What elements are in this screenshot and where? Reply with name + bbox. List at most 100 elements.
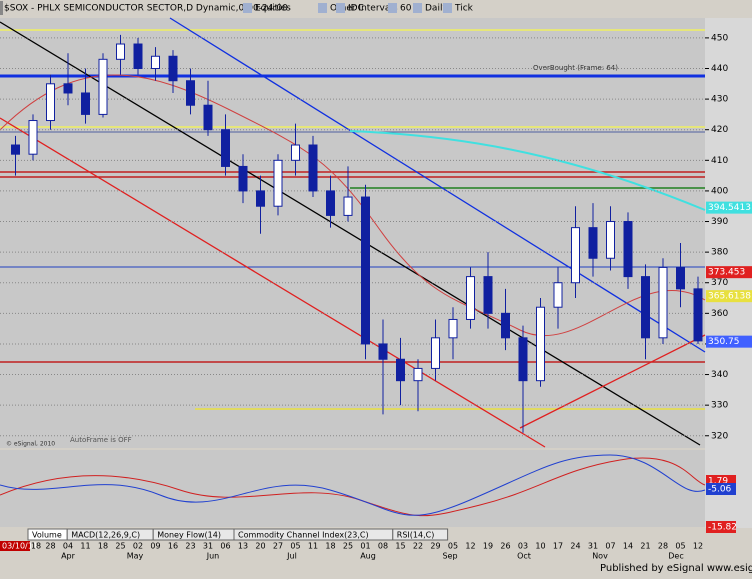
x-tick-label: 16 bbox=[168, 542, 178, 551]
symbol-title: $SOX - PHLX SEMICONDUCTOR SECTOR,D Dynam… bbox=[4, 4, 288, 14]
toolbar bbox=[0, 0, 752, 17]
x-tick-label: 23 bbox=[185, 542, 195, 551]
x-tick-label: 17 bbox=[553, 542, 563, 551]
candle-body bbox=[11, 144, 20, 155]
x-tick-label: 05 bbox=[448, 542, 458, 551]
toolbar-item[interactable]: 60 bbox=[400, 4, 412, 14]
month-label: Oct bbox=[517, 552, 531, 561]
candle-body bbox=[343, 196, 353, 216]
candle-body bbox=[518, 337, 528, 382]
candle-body bbox=[168, 55, 178, 82]
x-tick-label: 08 bbox=[378, 542, 388, 551]
y-tick-label: 360 bbox=[711, 309, 728, 319]
x-tick-label: 10 bbox=[535, 542, 545, 551]
month-label: Jul bbox=[286, 552, 297, 561]
month-label: Apr bbox=[61, 552, 76, 561]
y-tick-label: 370 bbox=[711, 278, 728, 288]
toolbar-button[interactable] bbox=[243, 3, 252, 13]
candle-body bbox=[571, 227, 580, 284]
candle-body bbox=[448, 318, 458, 339]
tab-label[interactable]: MACD(12,26,9,C) bbox=[71, 531, 140, 540]
candle-body bbox=[658, 266, 668, 339]
candle-body bbox=[623, 221, 633, 278]
toolbar-button[interactable] bbox=[336, 3, 345, 13]
x-tick-label: 11 bbox=[308, 542, 318, 551]
x-tick-label: 28 bbox=[658, 542, 668, 551]
tab-label[interactable]: RSI(14,C) bbox=[397, 531, 435, 540]
x-tick-label: 27 bbox=[273, 542, 283, 551]
annotation: AutoFrame is OFF bbox=[70, 436, 132, 444]
x-tick-label: 05 bbox=[290, 542, 300, 551]
candle-body bbox=[221, 129, 230, 167]
x-tick-label: 12 bbox=[693, 542, 703, 551]
tab-label[interactable]: Money Flow(14) bbox=[157, 531, 221, 540]
start-date-box bbox=[0, 541, 30, 551]
x-tick-label: 25 bbox=[115, 542, 125, 551]
y-tick-label: 440 bbox=[711, 64, 728, 74]
toolbar-item[interactable]: IDC bbox=[348, 4, 364, 14]
candle-body bbox=[273, 159, 283, 207]
candle-body bbox=[431, 337, 440, 369]
tab-label[interactable]: Volume bbox=[32, 531, 62, 540]
toolbar-button bbox=[0, 1, 3, 15]
y-tick-label: 380 bbox=[711, 248, 728, 258]
toolbar-item[interactable]: Equities bbox=[255, 4, 291, 14]
toolbar-button[interactable] bbox=[318, 3, 327, 13]
toolbar-button[interactable] bbox=[413, 3, 422, 13]
macd-tag bbox=[706, 483, 736, 495]
y-tick-label: 330 bbox=[711, 401, 728, 411]
x-tick-label: 20 bbox=[255, 542, 265, 551]
month-label: Nov bbox=[592, 552, 608, 561]
x-tick-label: 11 bbox=[80, 542, 90, 551]
toolbar-button[interactable] bbox=[388, 3, 397, 13]
toolbar-item[interactable]: Tick bbox=[454, 4, 474, 14]
x-tick-label: 14 bbox=[623, 542, 633, 551]
annotation: OverBought (Frame: 64) bbox=[533, 64, 618, 72]
month-label: Jun bbox=[206, 552, 220, 561]
candle-body bbox=[98, 58, 108, 115]
price-tag-label: 350.75 bbox=[708, 337, 740, 347]
candle-body bbox=[536, 306, 545, 382]
y-tick-label: 390 bbox=[711, 217, 728, 227]
x-tick-label: 06 bbox=[220, 542, 230, 551]
candle-body bbox=[553, 282, 563, 308]
candle-body bbox=[116, 43, 125, 60]
price-tag-label: 365.6138 bbox=[708, 292, 751, 302]
price-tag bbox=[706, 201, 752, 214]
tab-label[interactable]: Commodity Channel Index(23,C) bbox=[238, 531, 369, 540]
macd-tag-label: 1.79 bbox=[708, 477, 728, 487]
x-tick-label: 28 bbox=[45, 542, 55, 551]
candle-body bbox=[466, 276, 475, 320]
x-tick-label: 31 bbox=[588, 542, 598, 551]
tab[interactable] bbox=[392, 528, 449, 541]
toolbar-item[interactable]: Daily bbox=[425, 4, 448, 14]
price-tag bbox=[706, 290, 752, 303]
y-tick-label: 450 bbox=[711, 33, 728, 43]
y-tick-label: 320 bbox=[711, 431, 728, 441]
x-tick-label: 12 bbox=[465, 542, 475, 551]
x-tick-label: 13 bbox=[238, 542, 248, 551]
candle-body bbox=[641, 276, 650, 339]
macd-tag-label: -15.82 bbox=[708, 523, 737, 533]
candle-body bbox=[413, 367, 423, 382]
candle-body bbox=[28, 120, 38, 155]
x-tick-label: 18 bbox=[31, 542, 41, 551]
x-tick-label: 31 bbox=[203, 542, 213, 551]
candle-body bbox=[483, 276, 493, 314]
x-tick-label: 25 bbox=[343, 542, 353, 551]
month-label: Sep bbox=[442, 552, 457, 561]
candle-body bbox=[361, 196, 370, 345]
toolbar-item[interactable]: Other Intervals bbox=[330, 4, 398, 14]
candle-body bbox=[378, 343, 388, 360]
y-tick-label: 340 bbox=[711, 370, 728, 380]
x-tick-label: 07 bbox=[605, 542, 615, 551]
toolbar-button[interactable] bbox=[443, 3, 452, 13]
x-tick-label: 01 bbox=[360, 542, 370, 551]
x-tick-label: 09 bbox=[150, 542, 160, 551]
candle-body bbox=[326, 190, 335, 216]
x-tick-label: 02 bbox=[133, 542, 143, 551]
candle-body bbox=[676, 266, 685, 290]
candle-body bbox=[46, 83, 55, 122]
x-tick-label: 22 bbox=[413, 542, 423, 551]
